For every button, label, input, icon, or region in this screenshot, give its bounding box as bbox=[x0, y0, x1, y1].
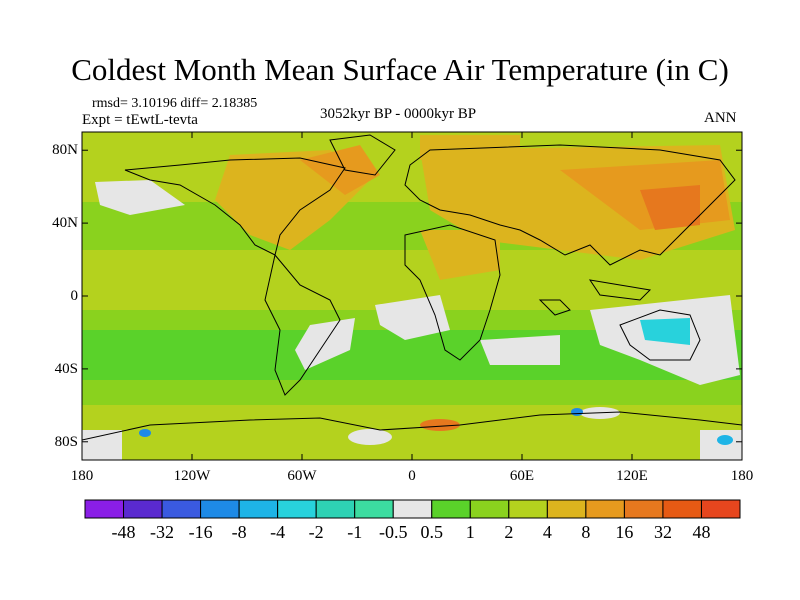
experiment-label: Expt = tEwtL-tevta bbox=[82, 112, 198, 128]
colorbar-label: 1 bbox=[465, 522, 475, 542]
colorbar-label: -32 bbox=[150, 522, 175, 542]
colorbar-label: -2 bbox=[308, 522, 324, 542]
season-label: ANN bbox=[704, 110, 737, 126]
colorbar-swatch bbox=[662, 499, 702, 519]
y-ticks bbox=[82, 149, 742, 443]
colorbar-swatch bbox=[469, 499, 510, 519]
colorbar-label: -1 bbox=[347, 522, 363, 542]
colorbar bbox=[84, 499, 741, 519]
colorbar-label: -4 bbox=[270, 522, 286, 542]
colorbar-label: 2 bbox=[504, 522, 514, 542]
colorbar-swatch bbox=[238, 499, 279, 519]
x-tick-label: 60W bbox=[287, 468, 317, 484]
colorbar-label: -0.5 bbox=[378, 522, 408, 542]
x-tick-label: 180 bbox=[730, 468, 754, 484]
period-label: 3052kyr BP - 0000kyr BP bbox=[320, 106, 477, 122]
colorbar-swatch bbox=[200, 499, 240, 519]
y-tick-label: 40S bbox=[54, 360, 78, 377]
colorbar-swatch bbox=[431, 499, 471, 519]
colorbar-swatch bbox=[161, 499, 202, 519]
colorbar-swatch bbox=[392, 499, 433, 519]
x-ticks bbox=[81, 132, 743, 460]
colorbar-swatch bbox=[623, 499, 664, 519]
colorbar-label: 4 bbox=[542, 522, 552, 542]
colorbar-label: -48 bbox=[111, 522, 136, 542]
x-tick-label: 60E bbox=[509, 468, 535, 484]
colorbar-swatch bbox=[508, 499, 548, 519]
coastlines bbox=[82, 134, 742, 441]
colorbar-swatch bbox=[700, 499, 741, 519]
x-tick-label: 180 bbox=[70, 468, 94, 484]
x-tick-label: 120E bbox=[616, 468, 648, 484]
colorbar-label: 48 bbox=[692, 522, 711, 542]
stats-label: rmsd= 3.10196 diff= 2.18385 bbox=[92, 96, 258, 111]
chart-title: Coldest Month Mean Surface Air Temperatu… bbox=[71, 52, 729, 87]
colorbar-swatch bbox=[354, 499, 394, 519]
y-tick-label: 80S bbox=[54, 433, 78, 450]
colorbar-swatch bbox=[277, 499, 317, 519]
colorbar-swatch bbox=[84, 499, 125, 519]
colorbar-label: 32 bbox=[653, 522, 672, 542]
colorbar-swatch bbox=[546, 499, 587, 519]
map-field bbox=[82, 132, 742, 460]
y-tick-label: 80N bbox=[52, 142, 78, 159]
colorbar-swatch bbox=[123, 499, 163, 519]
y-tick-label: 0 bbox=[70, 288, 79, 304]
x-tick-label: 120W bbox=[173, 468, 211, 484]
colorbar-label: 0.5 bbox=[420, 522, 444, 542]
colorbar-swatch bbox=[585, 499, 625, 519]
colorbar-swatch bbox=[315, 499, 356, 519]
colorbar-label: 8 bbox=[581, 522, 591, 542]
x-tick-label: 0 bbox=[408, 468, 416, 484]
colorbar-label: -16 bbox=[188, 522, 213, 542]
colorbar-label: 16 bbox=[615, 522, 634, 542]
y-tick-label: 40N bbox=[52, 215, 78, 232]
colorbar-label: -8 bbox=[231, 522, 247, 542]
